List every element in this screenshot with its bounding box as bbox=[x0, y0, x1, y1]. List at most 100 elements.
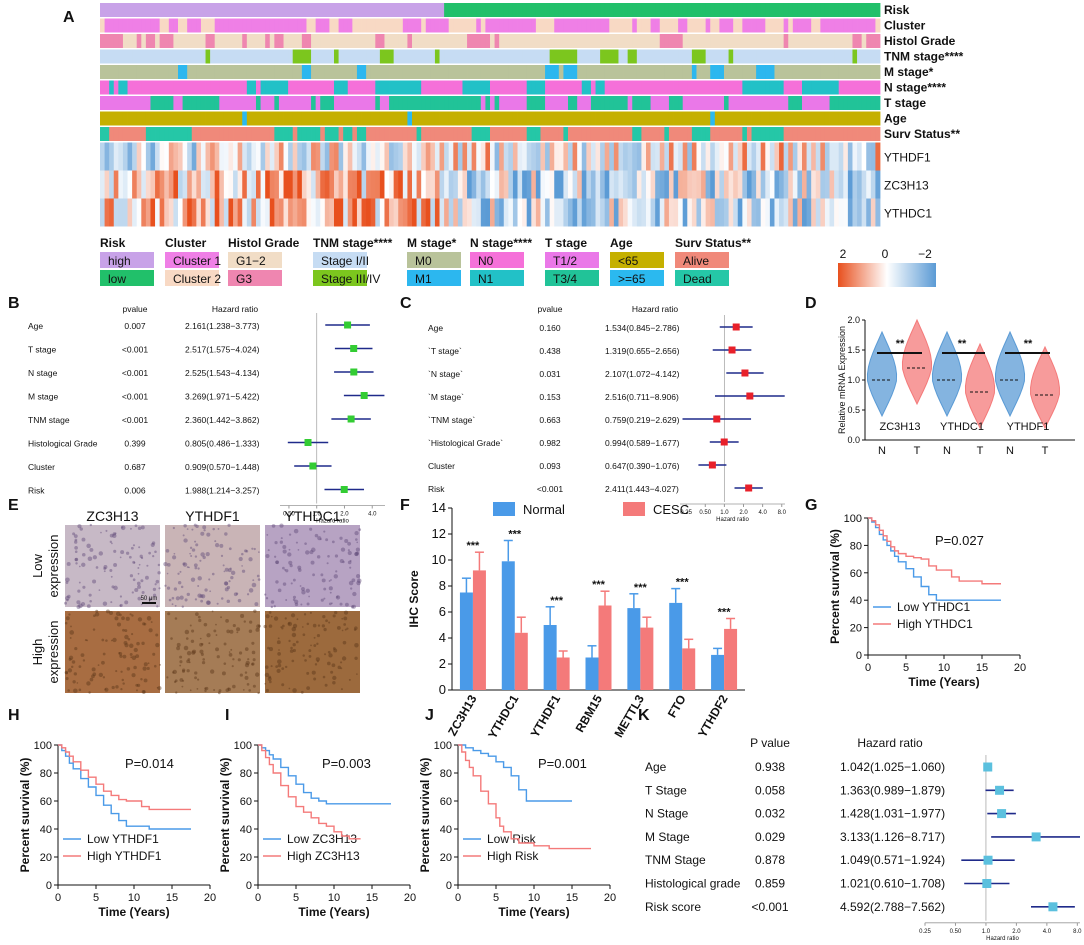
expression-cell bbox=[104, 142, 110, 171]
ihc-texture-dot bbox=[167, 612, 171, 616]
annotation-cell bbox=[499, 3, 505, 17]
ihc-texture-dot bbox=[335, 570, 338, 573]
annotation-cell bbox=[210, 111, 216, 126]
annotation-cell bbox=[100, 34, 105, 48]
annotation-cell bbox=[283, 111, 289, 126]
annotation-cell bbox=[127, 49, 133, 64]
km-y-label: Percent survival (%) bbox=[828, 529, 842, 644]
expression-cell bbox=[590, 170, 596, 199]
annotation-cell bbox=[590, 18, 596, 33]
annotation-cell bbox=[811, 111, 817, 126]
annotation-cell bbox=[343, 18, 349, 33]
annotation-cell bbox=[540, 80, 546, 95]
ihc-column-title: ZC3H13 bbox=[86, 508, 138, 524]
annotation-cell bbox=[870, 3, 876, 17]
annotation-cell bbox=[187, 34, 193, 48]
annotation-cell bbox=[797, 3, 803, 17]
annotation-cell bbox=[503, 127, 509, 141]
ihc-texture-dot bbox=[154, 583, 157, 586]
annotation-cell bbox=[861, 127, 867, 141]
ihc-texture-dot bbox=[306, 602, 310, 606]
annotation-cell bbox=[829, 96, 835, 110]
annotation-cell bbox=[751, 111, 757, 126]
ihc-texture-dot bbox=[89, 599, 92, 603]
expression-cell bbox=[246, 142, 252, 171]
annotation-cell bbox=[246, 18, 252, 33]
ihc-texture-dot bbox=[171, 596, 175, 600]
annotation-cell bbox=[769, 49, 775, 64]
ihc-texture-dot bbox=[221, 671, 226, 676]
annotation-cell bbox=[490, 49, 495, 64]
annotation-cell bbox=[200, 96, 206, 110]
annotation-cell bbox=[838, 3, 844, 17]
annotation-cell bbox=[223, 34, 229, 48]
bar-y-tick-label: 14 bbox=[432, 500, 446, 515]
annotation-cell bbox=[742, 96, 748, 110]
ihc-texture-dot bbox=[251, 547, 254, 550]
annotation-cell bbox=[650, 34, 656, 48]
annotation-cell bbox=[196, 34, 202, 48]
annotation-cell bbox=[320, 3, 326, 17]
annotation-cell bbox=[113, 80, 119, 95]
annotation-cell bbox=[122, 111, 128, 126]
annotation-cell bbox=[104, 80, 110, 95]
annotation-cell bbox=[334, 65, 339, 79]
annotation-cell bbox=[503, 65, 509, 79]
annotation-cell bbox=[393, 3, 399, 17]
annotation-cell bbox=[714, 111, 720, 126]
ihc-texture-dot bbox=[200, 599, 204, 603]
ihc-texture-dot bbox=[183, 524, 187, 528]
ihc-texture-dot bbox=[304, 542, 307, 545]
annotation-cell bbox=[416, 111, 422, 126]
annotation-cell bbox=[724, 80, 729, 95]
ihc-texture-dot bbox=[81, 562, 86, 567]
annotation-cell bbox=[815, 111, 821, 126]
expression-cell bbox=[792, 142, 798, 171]
expression-cell bbox=[774, 198, 780, 227]
annotation-cell bbox=[746, 96, 752, 110]
ihc-texture-dot bbox=[296, 640, 299, 644]
expression-cell bbox=[444, 198, 450, 227]
legend-item-label: Stage I/II bbox=[321, 254, 369, 268]
ihc-texture-dot bbox=[103, 570, 106, 573]
expression-cell bbox=[558, 198, 564, 227]
annotation-cell bbox=[632, 80, 638, 95]
expression-cell bbox=[444, 142, 450, 171]
annotation-cell bbox=[609, 65, 615, 79]
ihc-texture-dot bbox=[321, 624, 325, 628]
ihc-texture-dot bbox=[214, 542, 220, 548]
annotation-cell bbox=[646, 34, 651, 48]
annotation-cell bbox=[797, 65, 803, 79]
annotation-cell bbox=[751, 3, 757, 17]
ihc-texture-dot bbox=[226, 599, 231, 604]
annotation-cell bbox=[508, 3, 514, 17]
annotation-cell bbox=[219, 18, 225, 33]
ihc-texture-dot bbox=[299, 585, 302, 587]
violin-shape bbox=[994, 330, 1026, 418]
annotation-cell bbox=[274, 65, 280, 79]
annotation-cell bbox=[866, 127, 872, 141]
ihc-texture-dot bbox=[69, 630, 75, 635]
km-curve bbox=[458, 744, 591, 850]
ihc-texture-dot bbox=[351, 604, 356, 609]
annotation-cell bbox=[136, 49, 142, 64]
expression-cell bbox=[600, 142, 606, 171]
expression-cell bbox=[733, 170, 739, 199]
annotation-row-label: T stage bbox=[884, 96, 926, 110]
expression-cell bbox=[632, 142, 638, 171]
ihc-texture-dot bbox=[126, 667, 131, 671]
expression-cell bbox=[361, 142, 367, 171]
annotation-cell bbox=[462, 111, 468, 126]
ihc-texture-dot bbox=[132, 560, 136, 564]
annotation-cell bbox=[265, 127, 271, 141]
expression-cell bbox=[370, 142, 376, 171]
annotation-cell bbox=[806, 111, 812, 126]
ihc-texture-dot bbox=[316, 633, 321, 638]
annotation-cell bbox=[297, 34, 303, 48]
annotation-cell bbox=[375, 80, 381, 95]
annotation-cell bbox=[168, 49, 174, 64]
expression-cell bbox=[168, 142, 174, 171]
expression-cell bbox=[471, 142, 477, 171]
annotation-cell bbox=[714, 80, 720, 95]
